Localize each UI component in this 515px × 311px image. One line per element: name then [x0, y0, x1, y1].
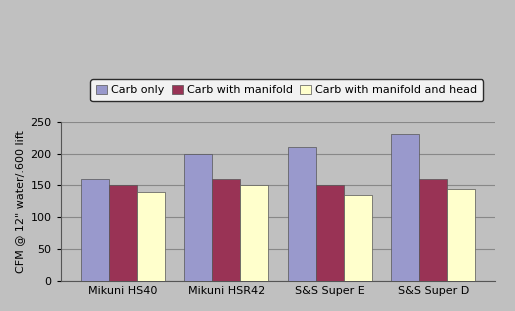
Bar [447, 189, 475, 281]
Bar [344, 195, 372, 281]
Bar [419, 179, 447, 281]
Bar [81, 179, 109, 281]
Bar [184, 154, 212, 281]
Bar [316, 185, 344, 281]
Bar [391, 134, 419, 281]
Bar [288, 147, 316, 281]
Legend: Carb only, Carb with manifold, Carb with manifold and head: Carb only, Carb with manifold, Carb with… [90, 79, 483, 101]
Bar [240, 185, 268, 281]
Bar [109, 185, 137, 281]
Bar [137, 192, 165, 281]
Bar [212, 179, 240, 281]
Y-axis label: CFM @ 12" water/.600 lift: CFM @ 12" water/.600 lift [15, 130, 25, 273]
